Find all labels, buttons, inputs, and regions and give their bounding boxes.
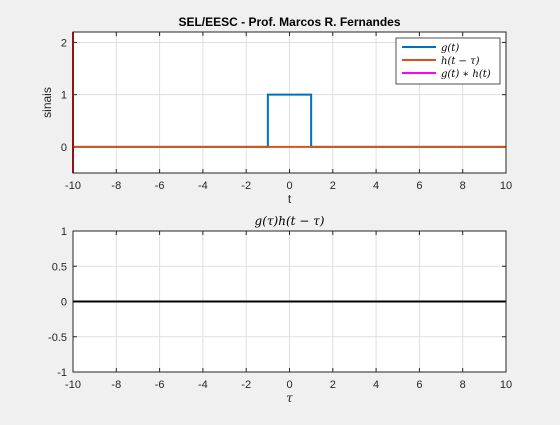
legend: g(t) h(t − τ) g(t) ∗ h(t) xyxy=(395,37,501,85)
x-tick-label: 4 xyxy=(373,180,379,192)
y-tick-label: -0.5 xyxy=(48,332,67,344)
y-tick-label: 0 xyxy=(61,142,67,154)
x-tick-label: -6 xyxy=(155,379,165,391)
x-tick-label: -8 xyxy=(111,180,121,192)
x-tick-label: 2 xyxy=(330,180,336,192)
x-tick-label: 2 xyxy=(330,379,336,391)
y-tick-label: 1 xyxy=(61,226,67,238)
x-tick-label: 10 xyxy=(500,379,512,391)
x-tick-label: 0 xyxy=(286,379,292,391)
y-tick-label: 2 xyxy=(61,37,67,49)
legend-label-2: h(t − τ) xyxy=(441,56,480,67)
y-tick-label: 0 xyxy=(61,297,67,309)
x-tick-label: 10 xyxy=(500,180,512,192)
x-tick-label: -8 xyxy=(111,379,121,391)
y-tick-label: 0.5 xyxy=(52,261,67,273)
legend-label-1: g(t) xyxy=(441,43,459,54)
x-tick-label: 8 xyxy=(460,379,466,391)
y-axis-label: sinais xyxy=(40,87,54,118)
x-tick-label: -6 xyxy=(155,180,165,192)
axes-2: -10 -8 -6 -4 -2 0 2 4 6 8 10 -1 -0.5 0 0.5 1 g(τ)h(t − τ… xyxy=(48,214,512,405)
x-tick-label: 6 xyxy=(416,180,422,192)
x-tick-label: -4 xyxy=(198,379,208,391)
chart-title: g(τ)h(t − τ) xyxy=(255,214,325,228)
x-tick-label: 8 xyxy=(460,180,466,192)
x-axis-label: t xyxy=(288,192,292,206)
x-tick-label: 0 xyxy=(286,180,292,192)
axes-frame xyxy=(72,31,507,174)
x-tick-label: -2 xyxy=(241,180,251,192)
x-tick-label: -10 xyxy=(65,180,81,192)
x-tick-label: -2 xyxy=(241,379,251,391)
x-tick-label: 4 xyxy=(373,379,379,391)
chart-title: SEL/EESC - Prof. Marcos R. Fernandes xyxy=(178,15,400,29)
axes-1: -10 -8 -6 -4 -2 0 2 4 6 8 10 0 1 2 SEL/EESC - Prof. Ma… xyxy=(40,15,512,206)
x-tick-label: -10 xyxy=(65,379,81,391)
y-tick-label: 1 xyxy=(61,90,67,102)
legend-label-3: g(t) ∗ h(t) xyxy=(441,69,491,80)
x-tick-label: -4 xyxy=(198,180,208,192)
x-tick-label: 6 xyxy=(416,379,422,391)
axes-frame xyxy=(72,230,507,373)
y-tick-label: -1 xyxy=(57,367,67,379)
x-axis-label: τ xyxy=(286,391,293,405)
